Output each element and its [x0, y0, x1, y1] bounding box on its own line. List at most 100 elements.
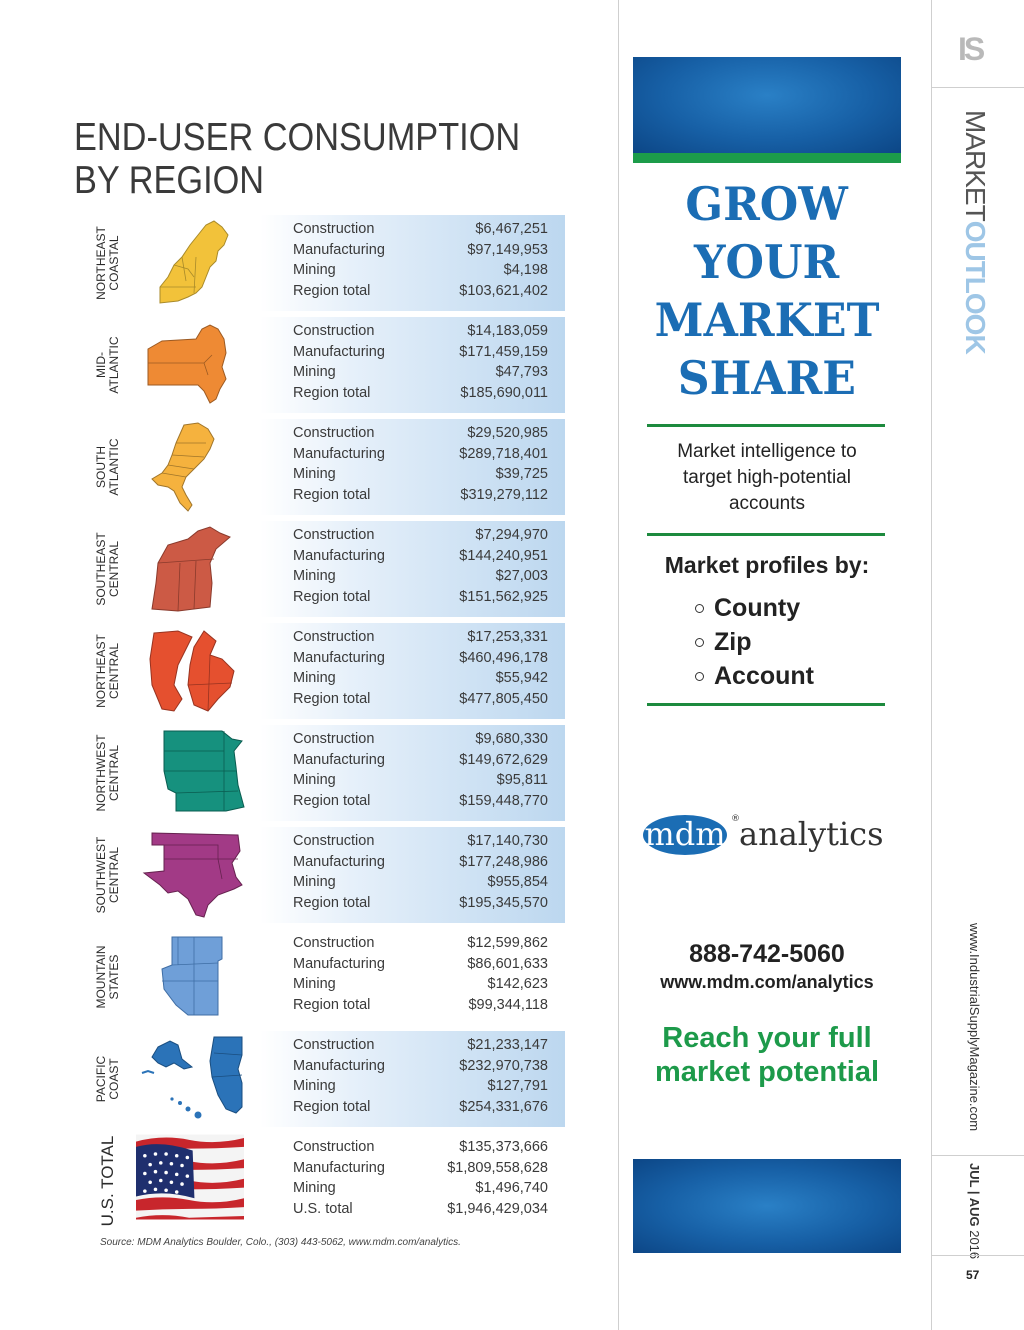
- ad-intel-text: Market intelligence to target high-poten…: [677, 441, 857, 514]
- region-rows: Construction $29,520,985 Manufacturing $28…: [293, 423, 548, 505]
- table-row: Construction $21,233,147: [293, 1037, 548, 1053]
- ad-profiles-title: Market profiles by:: [664, 552, 870, 578]
- region-rows: Construction $12,599,862 Manufacturing $86…: [293, 933, 548, 1015]
- region-rows: Construction $9,680,330 Manufacturing $149…: [293, 729, 548, 811]
- table-row: Mining $95,811: [293, 772, 548, 788]
- region-label: NORTHEAST CENTRAL: [94, 634, 121, 708]
- table-row: Construction $7,294,970: [293, 527, 548, 543]
- list-item: Account: [695, 659, 814, 693]
- region-rows: Construction $6,467,251 Manufacturing $97,…: [293, 219, 548, 301]
- bullet-circle-icon: [695, 603, 704, 613]
- region-southeast-central: SOUTHEAST CENTRAL Construction $7,294,970 …: [88, 521, 568, 617]
- table-row: Region total $195,345,570: [293, 894, 548, 911]
- region-rows: Construction $7,294,970 Manufacturing $144…: [293, 525, 548, 607]
- svg-text:®: ®: [731, 814, 740, 824]
- ad-divider: [647, 533, 885, 536]
- table-row: Region total $103,621,402: [293, 282, 548, 299]
- ad-divider: [647, 703, 885, 706]
- table-row: Construction $9,680,330: [293, 731, 548, 747]
- region-southwest-central: SOUTHWEST CENTRAL Construction $17,140,730…: [88, 827, 568, 923]
- south-atlantic-map: [138, 421, 246, 513]
- table-row: Region total $99,344,118: [293, 996, 548, 1013]
- table-row: Region total $254,331,676: [293, 1098, 548, 1115]
- table-row: Manufacturing $289,718,401: [293, 445, 548, 462]
- table-row: Mining $4,198: [293, 262, 548, 278]
- table-row: Mining $55,942: [293, 670, 548, 686]
- ad-divider: [647, 424, 885, 427]
- svg-text:analytics: analytics: [739, 815, 884, 853]
- region-mountain-states: MOUNTAIN STATES Construction $12,599,862 M…: [88, 929, 568, 1025]
- region-south-atlantic: SOUTH ATLANTIC Construction $29,520,985 Ma…: [88, 419, 568, 515]
- ad-headline: GROW YOUR MARKET SHARE: [654, 177, 880, 405]
- region-label: MID- ATLANTIC: [94, 336, 121, 394]
- region-rows: Construction $135,373,666 Manufacturing $1…: [293, 1137, 548, 1219]
- ad-top-banner: [633, 57, 901, 153]
- mdm-advertisement[interactable]: GROW YOUR MARKET SHARE Market intelligen…: [633, 57, 901, 1253]
- region-label: MOUNTAIN STATES: [94, 945, 121, 1009]
- issue-date: JUL | AUG 2016: [967, 1163, 982, 1260]
- table-row: Construction $17,253,331: [293, 629, 548, 645]
- table-row: Mining $47,793: [293, 364, 548, 380]
- page-title: END-USER CONSUMPTION BY REGION: [74, 116, 532, 202]
- table-row: Mining $27,003: [293, 568, 548, 584]
- region-band: [260, 725, 565, 821]
- table-row: Mining $1,496,740: [293, 1180, 548, 1196]
- region-mid-atlantic: MID- ATLANTIC Construction $14,183,059 Man…: [88, 317, 568, 413]
- region-band: [260, 215, 565, 311]
- region-rows: Construction $17,140,730 Manufacturing $17…: [293, 831, 548, 913]
- table-row: U.S. total $1,946,429,034: [293, 1200, 548, 1217]
- table-row: Construction $6,467,251: [293, 221, 548, 237]
- region-label: U.S. TOTAL: [98, 1135, 117, 1227]
- northeast-central-map: [138, 625, 246, 717]
- table-row: Construction $17,140,730: [293, 833, 548, 849]
- table-row: Region total $185,690,011: [293, 384, 548, 401]
- table-row: Region total $159,448,770: [293, 792, 548, 809]
- region-label: SOUTHEAST CENTRAL: [94, 532, 121, 606]
- us-flag-image: [136, 1131, 258, 1227]
- region-band: [260, 521, 565, 617]
- table-row: Construction $135,373,666: [293, 1139, 548, 1155]
- svg-text:mdm: mdm: [644, 815, 725, 853]
- table-row: Region total $477,805,450: [293, 690, 548, 707]
- region-label: PACIFIC COAST: [94, 1055, 121, 1103]
- region-label: SOUTH ATLANTIC: [94, 438, 121, 496]
- mid-atlantic-map: [138, 319, 246, 411]
- table-row: Region total $151,562,925: [293, 588, 548, 605]
- source-note: Source: MDM Analytics Boulder, Colo., (3…: [100, 1237, 461, 1248]
- region-band: [260, 1031, 565, 1127]
- table-row: Mining $142,623: [293, 976, 548, 992]
- table-row: Manufacturing $1,809,558,628: [293, 1159, 548, 1176]
- southwest-central-map: [138, 829, 246, 921]
- table-row: Construction $12,599,862: [293, 935, 548, 951]
- section-label: MARKETOUTLOOK: [960, 110, 991, 354]
- table-row: Manufacturing $232,970,738: [293, 1057, 548, 1074]
- region-label: NORTHWEST CENTRAL: [94, 734, 121, 812]
- page-number: 57: [966, 1268, 980, 1282]
- region-northeast-central: NORTHEAST CENTRAL Construction $17,253,331…: [88, 623, 568, 719]
- region-label: NORTHEAST COASTAL: [94, 226, 121, 300]
- region-band: [260, 827, 565, 923]
- ad-phone[interactable]: 888-742-5060: [689, 940, 845, 968]
- sidebar-rule: [931, 1155, 1024, 1156]
- list-item: Zip: [695, 625, 814, 659]
- title-line-1: END-USER CONSUMPTION: [74, 116, 521, 159]
- ad-bottom-banner: [633, 1159, 901, 1253]
- sidebar-rule: [931, 87, 1024, 88]
- ad-url-link[interactable]: www.mdm.com/analytics: [660, 972, 874, 992]
- pacific-coast-map: [138, 1033, 246, 1125]
- region-band: [260, 419, 565, 515]
- table-row: Manufacturing $460,496,178: [293, 649, 548, 666]
- bullet-circle-icon: [695, 637, 704, 647]
- table-row: Manufacturing $97,149,953: [293, 241, 548, 258]
- sidebar-rule: [931, 1255, 1024, 1256]
- mountain-states-map: [138, 931, 246, 1023]
- region-rows: Construction $14,183,059 Manufacturing $17…: [293, 321, 548, 403]
- table-row: Manufacturing $86,601,633: [293, 955, 548, 972]
- bullet-circle-icon: [695, 671, 704, 681]
- region-band: [260, 623, 565, 719]
- table-row: Mining $955,854: [293, 874, 548, 890]
- sidebar-divider: [931, 0, 932, 1330]
- table-row: Manufacturing $144,240,951: [293, 547, 548, 564]
- table-row: Construction $29,520,985: [293, 425, 548, 441]
- title-line-2: BY REGION: [74, 159, 265, 202]
